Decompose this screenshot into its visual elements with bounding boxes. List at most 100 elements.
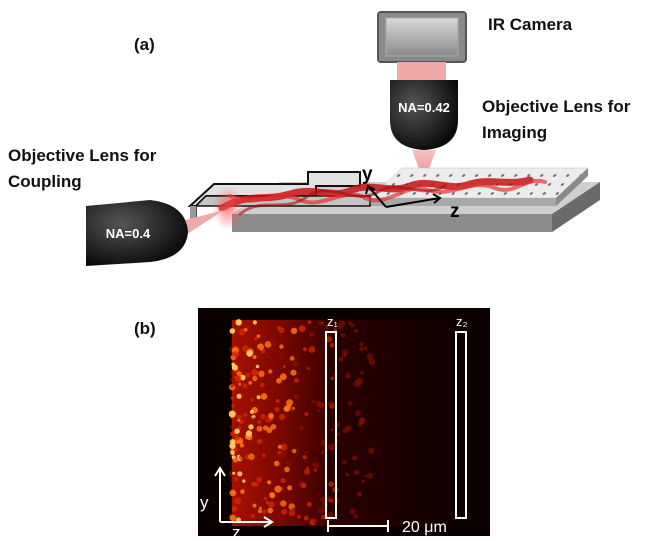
speckle-spot xyxy=(276,399,280,403)
speckle-spot xyxy=(328,444,335,451)
speckle-spot xyxy=(314,469,317,472)
speckle-spot xyxy=(320,403,325,408)
speckle-spot xyxy=(270,389,274,393)
speckle-spot xyxy=(359,342,363,346)
speckle-spot xyxy=(309,332,315,338)
speckle-spot xyxy=(257,439,262,444)
ir-camera xyxy=(378,12,466,62)
speckle-spot xyxy=(318,409,322,413)
speckle-spot xyxy=(329,499,332,502)
speckle-spot xyxy=(256,365,260,369)
speckle-spot xyxy=(289,510,295,516)
speckle-spot xyxy=(279,414,285,420)
speckle-spot xyxy=(353,514,357,518)
speckle-spot xyxy=(230,490,236,496)
speckle-spot xyxy=(284,467,290,473)
speckle-spot xyxy=(308,320,312,324)
speckle-spot xyxy=(265,354,269,358)
speckle-spot xyxy=(301,483,306,488)
speckle-spot xyxy=(338,320,345,327)
speckle-spot xyxy=(279,327,285,333)
speckle-spot xyxy=(304,412,308,416)
speckle-spot xyxy=(262,454,266,458)
speckle-spot xyxy=(238,356,241,359)
speckle-spot xyxy=(230,515,236,521)
speckle-spot xyxy=(268,369,272,373)
speckle-spot xyxy=(303,455,307,459)
speckle-spot xyxy=(257,426,263,432)
speckle-spot xyxy=(246,430,252,436)
speckle-spot xyxy=(287,485,292,490)
speckle-spot xyxy=(279,344,283,348)
speckle-spot xyxy=(268,413,274,419)
speckle-spot xyxy=(234,435,240,441)
speckle-spot xyxy=(348,401,353,406)
image-axis-z: z xyxy=(232,523,241,541)
speckle-spot xyxy=(274,486,281,493)
speckle-spot xyxy=(318,507,325,514)
speckle-spot xyxy=(290,356,295,361)
speckle-spot xyxy=(256,477,262,483)
speckle-spot xyxy=(240,443,244,447)
speckle-spot xyxy=(242,479,245,482)
speckle-spot xyxy=(304,469,310,475)
speckle-spot xyxy=(364,474,367,477)
speckle-spot xyxy=(328,481,334,487)
speckle-spot xyxy=(326,336,332,342)
speckle-spot xyxy=(232,472,235,475)
speckle-spot xyxy=(274,407,279,412)
speckle-spot xyxy=(283,365,286,368)
speckle-spot xyxy=(350,508,356,514)
speckle-spot xyxy=(281,509,287,515)
speckle-spot xyxy=(248,424,253,429)
speckle-spot xyxy=(342,353,346,357)
coupling-objective-lens: NA=0.4 xyxy=(86,200,188,266)
speckle-spot xyxy=(239,454,246,461)
speckle-spot xyxy=(229,411,236,418)
speckle-spot xyxy=(253,320,257,324)
scale-bar-label: 20 μm xyxy=(402,519,447,536)
speckle-spot xyxy=(255,386,260,391)
speckle-spot xyxy=(362,480,365,483)
speckle-spot xyxy=(230,425,234,429)
speckle-spot xyxy=(341,333,345,337)
speckle-spot xyxy=(230,328,236,334)
imaging-na-label: NA=0.42 xyxy=(398,100,450,115)
speckle-spot xyxy=(269,492,274,497)
speckle-spot xyxy=(354,329,358,333)
speckle-spot xyxy=(250,398,254,402)
speckle-spot xyxy=(251,514,255,518)
speckle-spot xyxy=(256,467,262,473)
speckle-spot xyxy=(343,427,349,433)
speckle-spot xyxy=(328,401,335,408)
speckle-spot xyxy=(360,371,364,375)
speckle-spot xyxy=(357,492,362,497)
speckle-spot xyxy=(257,329,264,336)
speckle-spot xyxy=(358,422,362,426)
speckle-spot xyxy=(250,493,257,500)
speckle-spot xyxy=(263,425,268,430)
speckle-spot xyxy=(356,378,363,385)
speckle-spot xyxy=(355,410,361,416)
speckle-spot xyxy=(230,378,235,383)
speckle-spot xyxy=(250,410,254,414)
speckle-spot xyxy=(262,510,266,514)
speckle-spot xyxy=(331,377,334,380)
speckle-spot xyxy=(318,321,322,325)
speckle-spot xyxy=(253,355,257,359)
speckle-spot xyxy=(284,405,291,412)
speckle-spot xyxy=(367,354,374,361)
speckle-spot xyxy=(292,449,297,454)
speckle-spot xyxy=(354,456,357,459)
speckle-spot xyxy=(275,500,281,506)
speckle-spot xyxy=(233,457,238,462)
speckle-spot xyxy=(287,461,291,465)
speckle-spot xyxy=(290,370,296,376)
speckle-spot xyxy=(258,509,262,513)
speckle-spot xyxy=(281,478,286,483)
speckle-spot xyxy=(244,328,247,331)
speckle-spot xyxy=(254,348,260,354)
speckle-spot xyxy=(297,515,300,518)
chip-axis-y: y xyxy=(362,164,373,185)
